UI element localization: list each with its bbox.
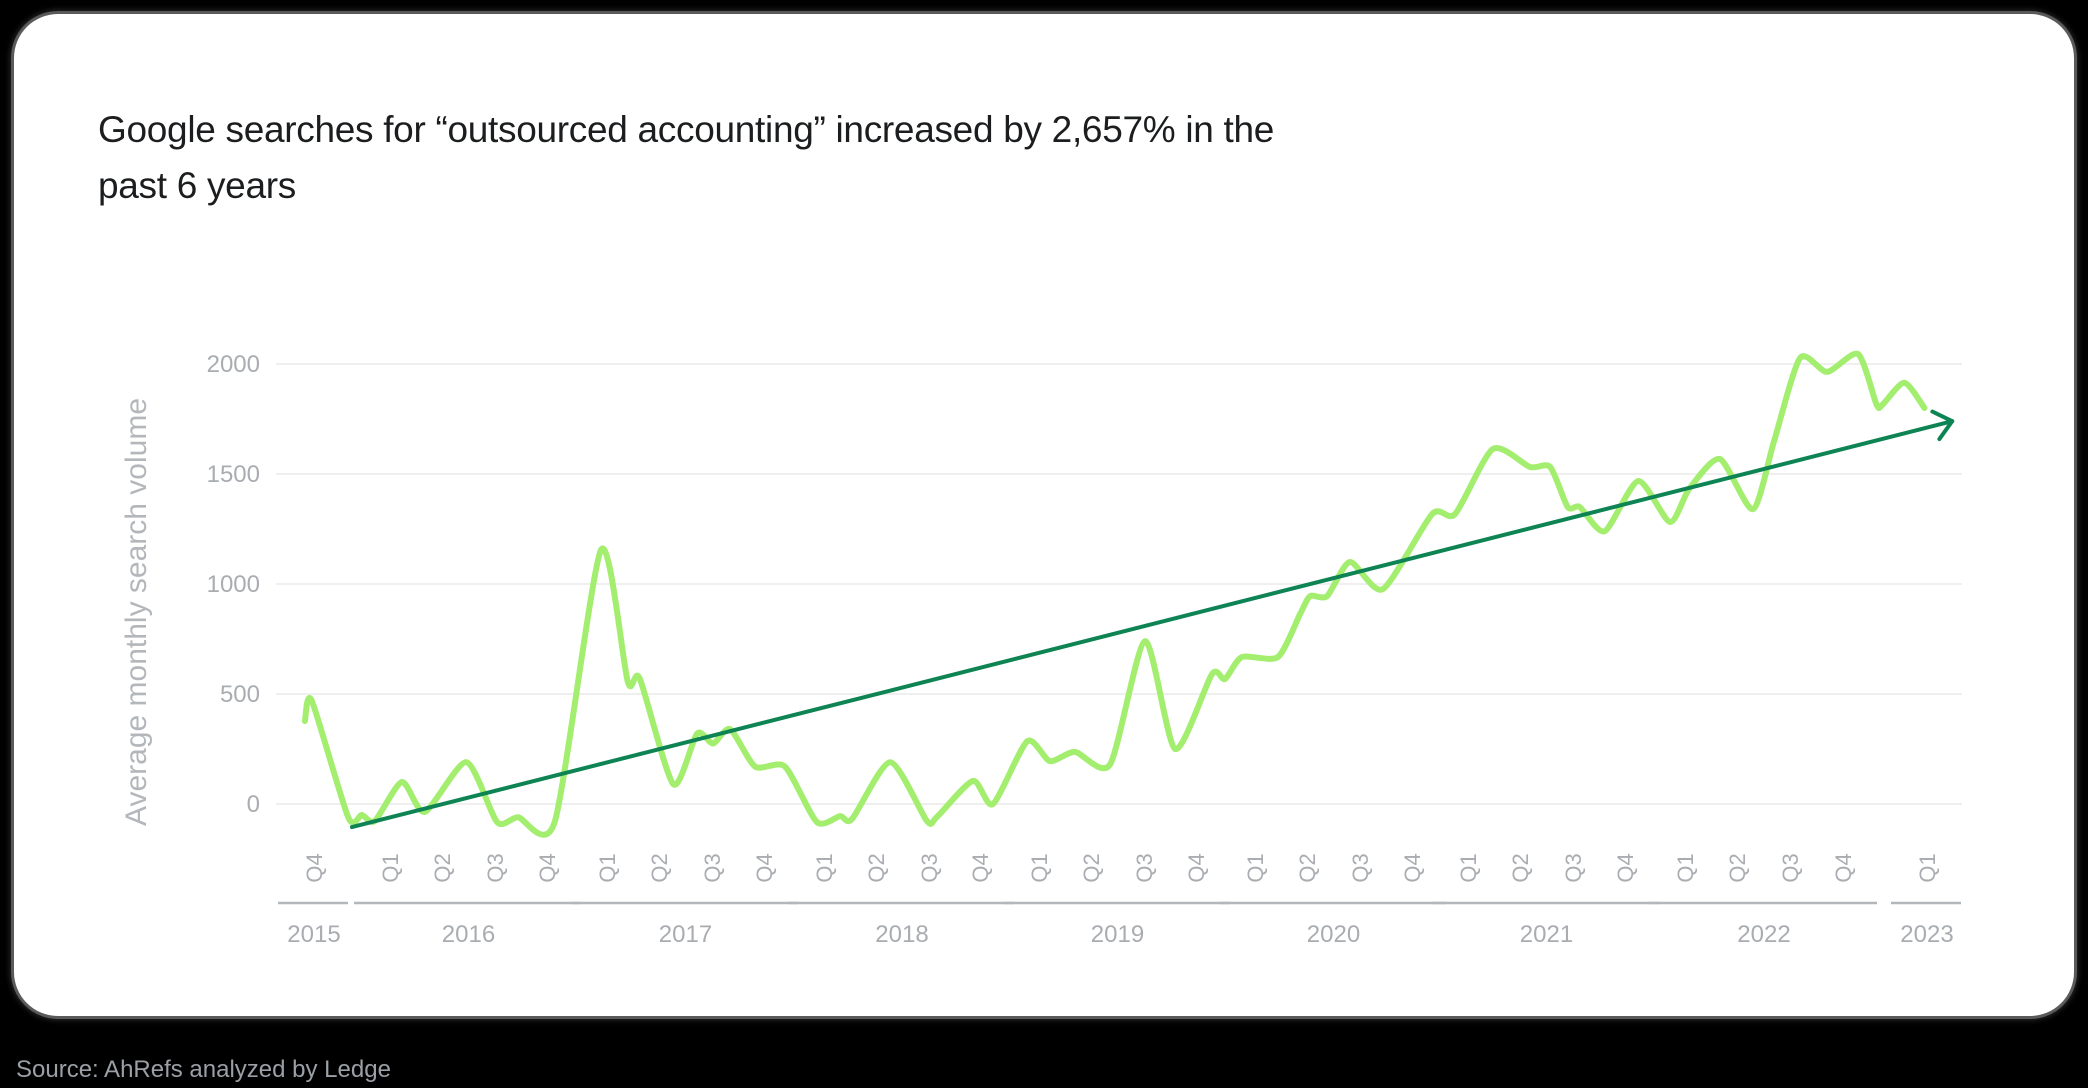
quarter-tick-label: Q4 xyxy=(535,853,560,882)
quarter-tick-label: Q1 xyxy=(1243,853,1268,882)
quarter-tick-label: Q2 xyxy=(1508,853,1533,882)
year-label: 2016 xyxy=(442,921,495,948)
quarter-tick-label: Q1 xyxy=(1915,853,1940,882)
quarter-tick-label: Q3 xyxy=(483,853,508,882)
quarter-tick-label: Q2 xyxy=(864,853,889,882)
quarter-tick-label: Q3 xyxy=(700,853,725,882)
y-tick-label: 1000 xyxy=(207,571,260,598)
quarter-tick-label: Q3 xyxy=(1561,853,1586,882)
year-label: 2020 xyxy=(1307,921,1360,948)
quarter-tick-label: Q1 xyxy=(812,853,837,882)
y-tick-label: 1500 xyxy=(207,461,260,488)
quarter-tick-label: Q3 xyxy=(917,853,942,882)
quarter-tick-label: Q4 xyxy=(1831,853,1856,882)
quarter-tick-label: Q2 xyxy=(1725,853,1750,882)
quarter-tick-label: Q3 xyxy=(1348,853,1373,882)
quarter-tick-label: Q1 xyxy=(595,853,620,882)
quarter-tick-label: Q1 xyxy=(1456,853,1481,882)
year-label: 2021 xyxy=(1520,921,1573,948)
quarter-tick-label: Q3 xyxy=(1778,853,1803,882)
chart-title: Google searches for “outsourced accounti… xyxy=(98,109,1275,206)
source-note: Source: AhRefs analyzed by Ledge xyxy=(16,1056,391,1083)
quarter-tick-label: Q4 xyxy=(302,853,327,882)
trend-arrow xyxy=(350,409,1955,830)
quarter-tick-label: Q2 xyxy=(647,853,672,882)
chart-card: Google searches for “outsourced accounti… xyxy=(14,14,2074,1016)
arrowhead-icon xyxy=(1930,409,1955,442)
y-tick-label: 0 xyxy=(247,791,260,818)
year-label: 2018 xyxy=(875,921,928,948)
y-tick-label: 500 xyxy=(220,681,260,708)
quarter-tick-label: Q4 xyxy=(1613,853,1638,882)
trend-line xyxy=(350,419,1955,830)
y-tick-label: 2000 xyxy=(207,351,260,378)
gridlines xyxy=(276,363,1962,805)
quarter-tick-label: Q1 xyxy=(1027,853,1052,882)
year-label: 2019 xyxy=(1091,921,1144,948)
quarter-tick-label: Q4 xyxy=(1184,853,1209,882)
year-label: 2017 xyxy=(659,921,712,948)
quarter-tick-label: Q2 xyxy=(1295,853,1320,882)
quarter-tick-label: Q4 xyxy=(1400,853,1425,882)
search-volume-line xyxy=(301,350,1928,838)
year-label: 2015 xyxy=(287,921,340,948)
quarter-tick-label: Q4 xyxy=(752,853,777,882)
quarter-tick-label: Q2 xyxy=(430,853,455,882)
quarter-tick-label: Q4 xyxy=(968,853,993,882)
quarter-tick-label: Q3 xyxy=(1132,853,1157,882)
year-label: 2022 xyxy=(1737,921,1790,948)
quarter-tick-label: Q1 xyxy=(1673,853,1698,882)
quarter-tick-label: Q1 xyxy=(378,853,403,882)
x-axis: Q4 2015 Q1 Q2 Q3 Q4 2016 Q1 Q2 Q3 Q4 2017 Q1 Q2 Q3 Q4 20… xyxy=(278,853,1961,948)
y-axis-ticks: 0 500 1000 1500 2000 xyxy=(207,351,260,818)
quarter-tick-label: Q2 xyxy=(1079,853,1104,882)
year-label: 2023 xyxy=(1900,921,1953,948)
